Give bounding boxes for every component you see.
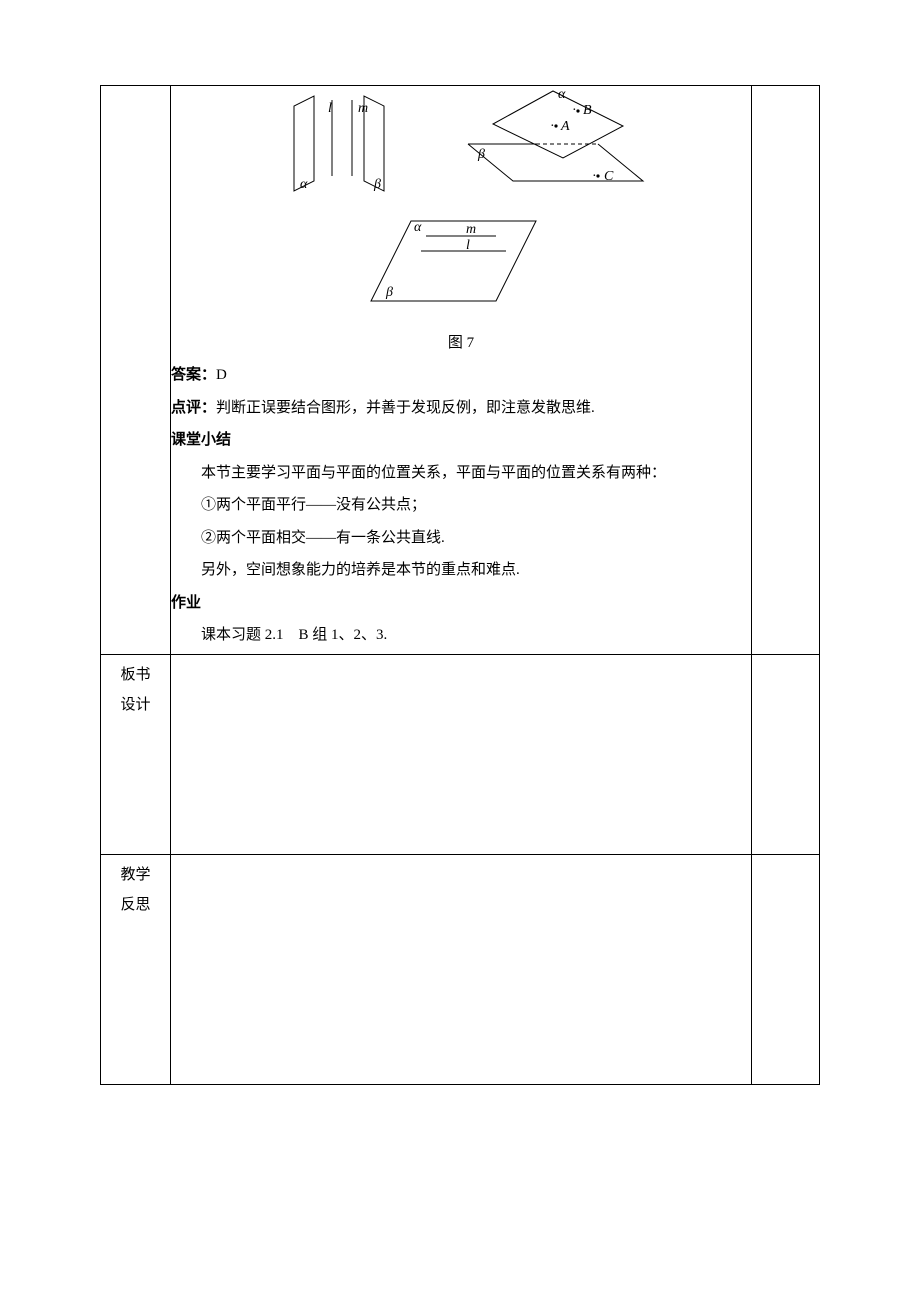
left-col-design: 板书设计: [101, 654, 171, 854]
left-col-reflect: 教学反思: [101, 854, 171, 1084]
content-block: l m α β: [171, 86, 751, 650]
figures-row2: α m l β: [171, 211, 751, 327]
comment-prefix: 点评：: [171, 400, 216, 416]
right-col-design: [752, 654, 820, 854]
comment-line: 点评：判断正误要结合图形，并善于发现反例，即注意发散思维.: [171, 394, 751, 423]
label-beta-3: β: [385, 285, 393, 300]
page: l m α β: [0, 0, 920, 1205]
answer-line: 答案：D: [171, 361, 751, 390]
summary-heading: 课堂小结: [171, 426, 751, 455]
summary-text: 本节主要学习平面与平面的位置关系，平面与平面的位置关系有两种：: [171, 459, 751, 488]
homework-text: 课本习题 2.1 B 组 1、2、3.: [171, 621, 751, 650]
label-l: l: [328, 101, 332, 116]
svg-text:·: ·: [550, 119, 555, 134]
answer-value: D: [216, 367, 227, 383]
main-table: l m α β: [100, 85, 820, 1085]
content-cell: l m α β: [171, 86, 752, 655]
left-col-1: [101, 86, 171, 655]
reflect-content: [171, 854, 752, 1084]
design-label: 板书设计: [101, 655, 170, 725]
label-C: C: [604, 169, 614, 184]
label-alpha-1: α: [300, 177, 308, 192]
design-row: 板书设计: [101, 654, 820, 854]
label-beta-1: β: [373, 177, 381, 192]
reflect-row: 教学反思: [101, 854, 820, 1084]
label-A: A: [560, 119, 570, 134]
figure-planes-points: α B A β C · · ·: [438, 86, 658, 206]
item-1: ①两个平面平行——没有公共点；: [171, 491, 751, 520]
extra-text: 另外，空间想象能力的培养是本节的重点和难点.: [171, 556, 751, 585]
label-m: m: [358, 101, 368, 116]
figure-plane-lines: α m l β: [366, 211, 556, 316]
homework-heading: 作业: [171, 589, 751, 618]
label-l-3: l: [466, 238, 470, 253]
right-col-1: [752, 86, 820, 655]
figure-planes-book: l m α β: [264, 86, 434, 201]
figure-caption: 图 7: [171, 329, 751, 358]
design-content: [171, 654, 752, 854]
label-m-3: m: [466, 222, 476, 237]
reflect-label: 教学反思: [101, 855, 170, 925]
svg-text:·: ·: [592, 169, 597, 184]
answer-prefix: 答案：: [171, 367, 216, 383]
content-row: l m α β: [101, 86, 820, 655]
label-alpha-3: α: [414, 220, 422, 235]
right-col-reflect: [752, 854, 820, 1084]
svg-text:·: ·: [572, 103, 577, 118]
label-beta-2: β: [477, 147, 485, 162]
label-B: B: [583, 103, 592, 118]
label-alpha-2: α: [558, 87, 566, 102]
item-2: ②两个平面相交——有一条公共直线.: [171, 524, 751, 553]
figures-row1: l m α β: [171, 86, 751, 206]
comment-text: 判断正误要结合图形，并善于发现反例，即注意发散思维.: [216, 400, 595, 416]
